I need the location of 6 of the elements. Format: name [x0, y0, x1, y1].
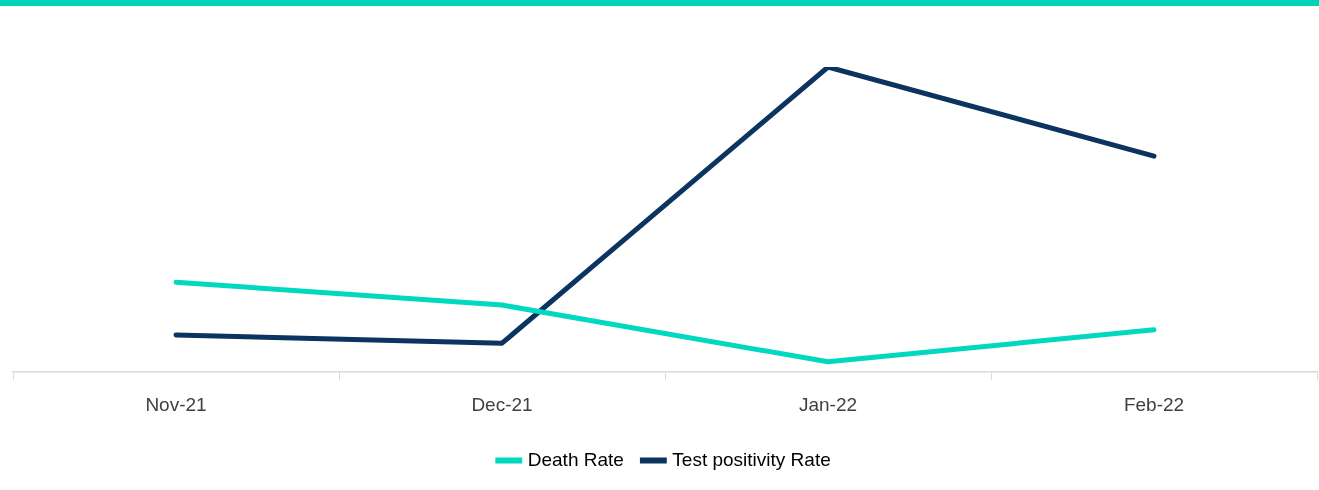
legend-label: Test positivity Rate: [672, 448, 831, 470]
x-tick-label: Nov-21: [145, 393, 207, 415]
x-tick-label: Dec-21: [471, 393, 533, 415]
x-tick-label: Feb-22: [1123, 393, 1185, 415]
x-tick-label: Jan-22: [798, 393, 858, 415]
legend-label: Death Rate: [527, 448, 624, 470]
